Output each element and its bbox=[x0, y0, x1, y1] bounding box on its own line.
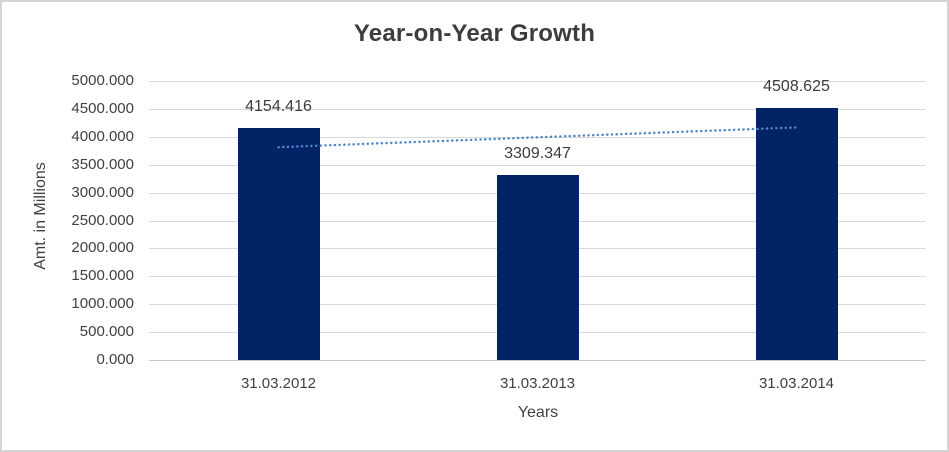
data-label: 4508.625 bbox=[763, 78, 830, 96]
data-label: 4154.416 bbox=[245, 98, 312, 116]
gridline bbox=[149, 164, 926, 166]
y-tick-label: 500.000 bbox=[79, 323, 134, 341]
y-tick-label: 5000.000 bbox=[71, 72, 134, 89]
y-tick-label: 3000.000 bbox=[71, 183, 134, 201]
y-tick-label: 4000.000 bbox=[71, 127, 134, 145]
gridline bbox=[149, 108, 926, 110]
y-tick-label: 4500.000 bbox=[71, 99, 134, 117]
y-tick-label: 2500.000 bbox=[71, 211, 134, 229]
y-tick-label: 0.000 bbox=[96, 351, 134, 368]
x-tick-label: 31.03.2014 bbox=[758, 375, 835, 392]
y-tick-label: 1500.000 bbox=[71, 267, 134, 285]
chart-title: Year-on-Year Growth bbox=[353, 20, 596, 47]
x-axis-title: Years bbox=[517, 404, 559, 421]
data-label: 3309.347 bbox=[504, 145, 571, 163]
y-tick-label: 1000.000 bbox=[71, 295, 134, 313]
y-tick-label: 3500.000 bbox=[71, 155, 134, 173]
bar-31.03.2014 bbox=[755, 108, 838, 360]
x-axis-line bbox=[149, 360, 926, 361]
x-tick-label: 31.03.2012 bbox=[240, 375, 317, 392]
gridline bbox=[149, 81, 926, 82]
x-tick-label: 31.03.2013 bbox=[499, 375, 576, 392]
bar-31.03.2013 bbox=[496, 175, 579, 360]
bar-31.03.2012 bbox=[237, 128, 320, 360]
plot-area bbox=[149, 81, 926, 361]
y-tick-label: 2000.000 bbox=[71, 239, 134, 257]
